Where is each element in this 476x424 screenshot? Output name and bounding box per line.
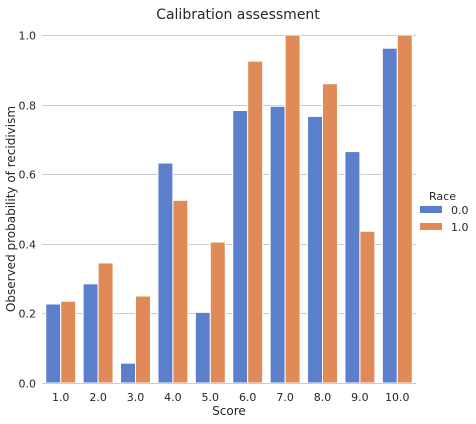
x-tick-label: 6.0: [239, 391, 257, 404]
y-tick-label: 0.4: [19, 239, 37, 252]
bar-series-1: [322, 83, 338, 384]
x-tick-label: 8.0: [314, 391, 332, 404]
bar-series-0: [157, 162, 174, 384]
x-tick-label: 2.0: [89, 391, 107, 404]
y-tick-label: 0.8: [19, 100, 37, 113]
legend-entry-label: 0.0: [451, 204, 469, 217]
x-tick-label: 9.0: [351, 391, 369, 404]
bar-series-1: [396, 34, 413, 384]
legend-entry-label: 1.0: [451, 221, 469, 234]
bar-series-0: [232, 110, 249, 384]
x-tick-labels: 1.0 2.0 3.0 4.0 5.0 6.0 7.0 8.0 9.0 10.0: [52, 391, 410, 404]
y-tick-label: 0.2: [19, 308, 37, 321]
bar-series-1: [209, 241, 226, 384]
bar-series-0: [269, 105, 286, 384]
y-tick-label: 0.0: [19, 378, 37, 391]
bar-series-1: [247, 60, 264, 384]
x-axis-label: Score: [212, 404, 246, 418]
bar-series-1: [60, 300, 77, 384]
bar-series-0: [194, 311, 211, 384]
bar-series-1: [172, 199, 189, 384]
x-tick-label: 5.0: [202, 391, 220, 404]
y-tick-label: 0.6: [19, 169, 37, 182]
bar-series-1: [284, 34, 301, 384]
bar-series-0: [381, 47, 398, 384]
legend-swatch: [420, 206, 442, 213]
x-tick-label: 4.0: [164, 391, 182, 404]
chart-title: Calibration assessment: [156, 7, 320, 23]
x-tick-label: 10.0: [385, 391, 410, 404]
x-tick-label: 1.0: [52, 391, 70, 404]
bar-series-1: [359, 230, 376, 384]
bars-group: [45, 34, 413, 384]
y-axis-label: Observed probability of recidivism: [4, 106, 18, 312]
x-tick-label: 7.0: [276, 391, 294, 404]
legend-swatch: [420, 223, 442, 230]
bar-series-0: [45, 303, 62, 384]
legend: Race 0.0 1.0: [420, 190, 469, 234]
bar-series-1: [135, 295, 151, 384]
bar-series-0: [307, 115, 324, 384]
bar-series-0: [82, 283, 99, 384]
legend-title: Race: [429, 190, 456, 203]
bar-series-1: [97, 262, 114, 384]
y-tick-labels: 0.0 0.2 0.4 0.6 0.8 1.0: [19, 30, 37, 391]
y-tick-label: 1.0: [19, 30, 37, 43]
bar-series-0: [344, 151, 361, 384]
bar-series-0: [120, 362, 137, 384]
x-tick-label: 3.0: [127, 391, 145, 404]
